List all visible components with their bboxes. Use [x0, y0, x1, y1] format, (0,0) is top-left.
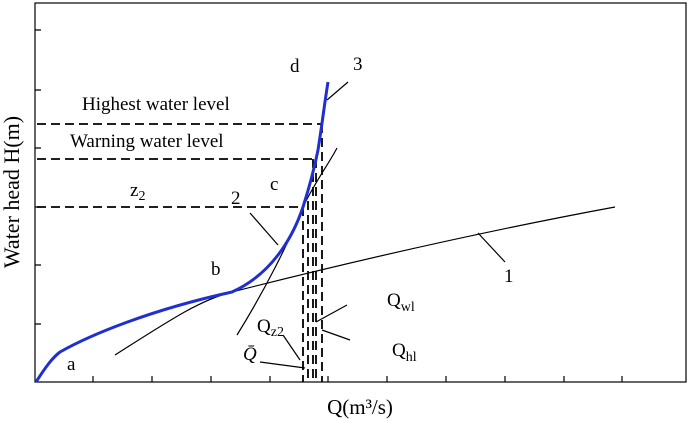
level-label: Warning water level: [70, 131, 224, 152]
curve-label: b: [211, 259, 221, 280]
flow-label: Qhl: [392, 340, 417, 365]
curve-label: d: [290, 56, 300, 77]
curve-label: a: [67, 354, 76, 375]
flow-label: Qwl: [387, 290, 415, 315]
leader-lines: [249, 81, 506, 369]
level-label: Highest water level: [82, 94, 230, 115]
curve-label: c: [270, 174, 278, 195]
level-label: z2: [130, 180, 145, 204]
flow-label: Qz2: [257, 316, 284, 340]
axes-frame: [34, 2, 687, 383]
reference-lines: [37, 123, 323, 382]
y-axis-label: Water head H(m): [0, 116, 24, 268]
x-axis-label: Q(m³/s): [327, 395, 393, 419]
curve-label: 2: [231, 188, 241, 209]
curve-label: 1: [504, 266, 514, 287]
curve-1: [114, 206, 616, 356]
curve-label: 3: [353, 54, 363, 75]
flow-label: Q̄: [243, 344, 257, 365]
curve-3: [34, 81, 330, 383]
